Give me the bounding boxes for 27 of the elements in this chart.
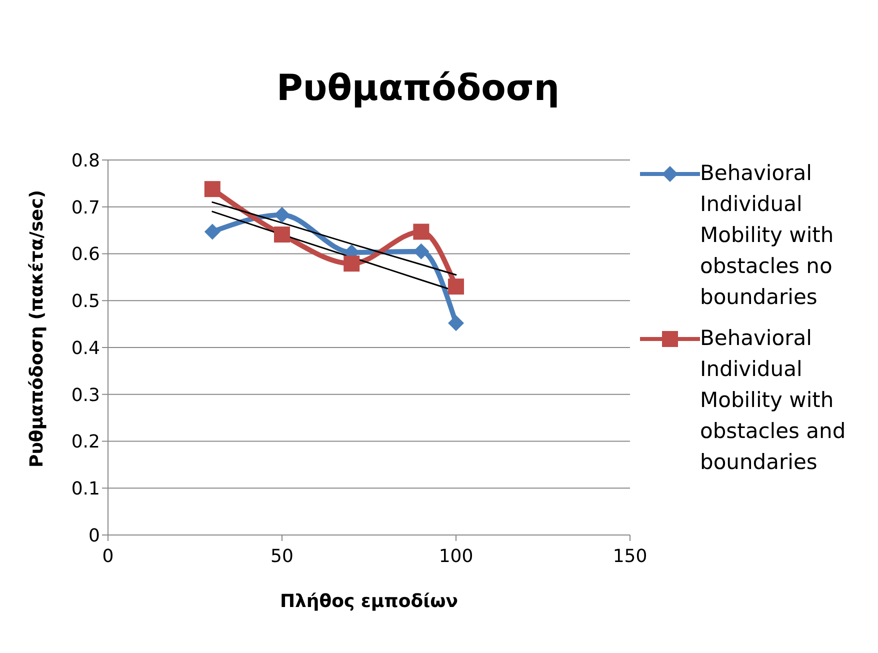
x-tick-label: 50	[270, 546, 294, 567]
legend-label: Behavioral Individual Mobility with obstacles and boundaries	[700, 324, 847, 476]
x-tick-label: 150	[612, 546, 648, 567]
y-tick-label: 0.3	[71, 384, 100, 406]
point	[204, 224, 220, 240]
line-series	[212, 201, 457, 276]
y-tick-label: 0.7	[71, 197, 100, 218]
chart-title: Ρυθμαπόδοση	[276, 68, 560, 109]
legend-label: Behavioral Individual Mobility with obstacles no boundaries	[700, 160, 835, 310]
point	[448, 278, 464, 295]
x-axis-title: Πλήθος εμποδίων	[280, 591, 458, 612]
y-tick-label: 0.5	[71, 291, 100, 312]
y-tick-label: 0	[88, 525, 100, 546]
point	[274, 226, 290, 243]
y-tick-label: 0.8	[71, 150, 100, 172]
point	[448, 315, 464, 332]
y-axis-title: Ρυθμαπόδοση (πακέτα/sec)	[26, 190, 48, 468]
point	[344, 256, 360, 272]
point	[204, 181, 220, 198]
x-tick-label: 100	[438, 546, 474, 567]
y-tick-label: 0.6	[71, 244, 100, 266]
x-tick-label: 0	[102, 546, 114, 567]
y-tick-label: 0.2	[71, 432, 100, 453]
point	[413, 224, 430, 240]
y-tick-label: 0.1	[71, 478, 100, 500]
y-tick-label: 0.4	[71, 338, 100, 359]
point	[274, 206, 290, 223]
